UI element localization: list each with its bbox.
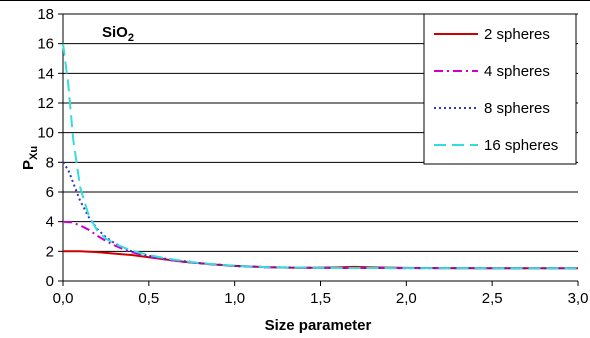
x-axis-ticks: 0,0 0,5 1,0 1,5 2,0 2,5 3,0: [53, 281, 589, 307]
legend-box: [423, 13, 577, 165]
y-tick-label-7: 14: [37, 65, 54, 82]
x-tick-label-0: 0,0: [53, 290, 74, 307]
x-tick-label-3: 1,5: [310, 290, 331, 307]
y-tick-label-2: 4: [46, 214, 54, 231]
annotation-label: SiO2: [102, 24, 134, 44]
legend-label-3: 8 spheres: [484, 100, 550, 117]
x-tick-label-1: 0,5: [138, 290, 159, 307]
annotation-base: SiO: [102, 24, 128, 41]
y-tick-label-3: 6: [46, 184, 54, 201]
y-axis-label: PXu: [20, 146, 40, 170]
x-tick-label-2: 1,0: [224, 290, 245, 307]
y-tick-label-0: 0: [46, 273, 54, 290]
y-tick-label-5: 10: [37, 125, 54, 142]
x-tick-label-4: 2,0: [396, 290, 417, 307]
y-tick-label-1: 2: [46, 243, 54, 260]
y-axis-label-subscript: Xu: [28, 146, 40, 160]
x-tick-label-5: 2,5: [482, 290, 503, 307]
legend: 2 spheres 4 spheres 8 spheres 16 spheres: [423, 13, 577, 165]
legend-label-1: 2 spheres: [484, 26, 550, 43]
y-tick-label-8: 16: [37, 36, 54, 53]
y-tick-label-6: 12: [37, 95, 54, 112]
x-tick-label-6: 3,0: [568, 290, 589, 307]
y-axis-ticks: 0 2 4 6 8 10 12 14 16 18: [37, 6, 63, 290]
legend-label-2: 4 spheres: [484, 63, 550, 80]
legend-label-4: 16 spheres: [484, 137, 558, 154]
y-tick-label-4: 8: [46, 154, 54, 171]
y-axis-label-base: P: [20, 160, 37, 170]
x-axis-label: Size parameter: [265, 317, 372, 334]
y-tick-label-9: 18: [37, 6, 54, 23]
series-line-4: [62, 43, 578, 270]
series-line-2: [62, 220, 578, 270]
annotation-subscript: 2: [128, 32, 134, 44]
series-group: [62, 43, 578, 270]
